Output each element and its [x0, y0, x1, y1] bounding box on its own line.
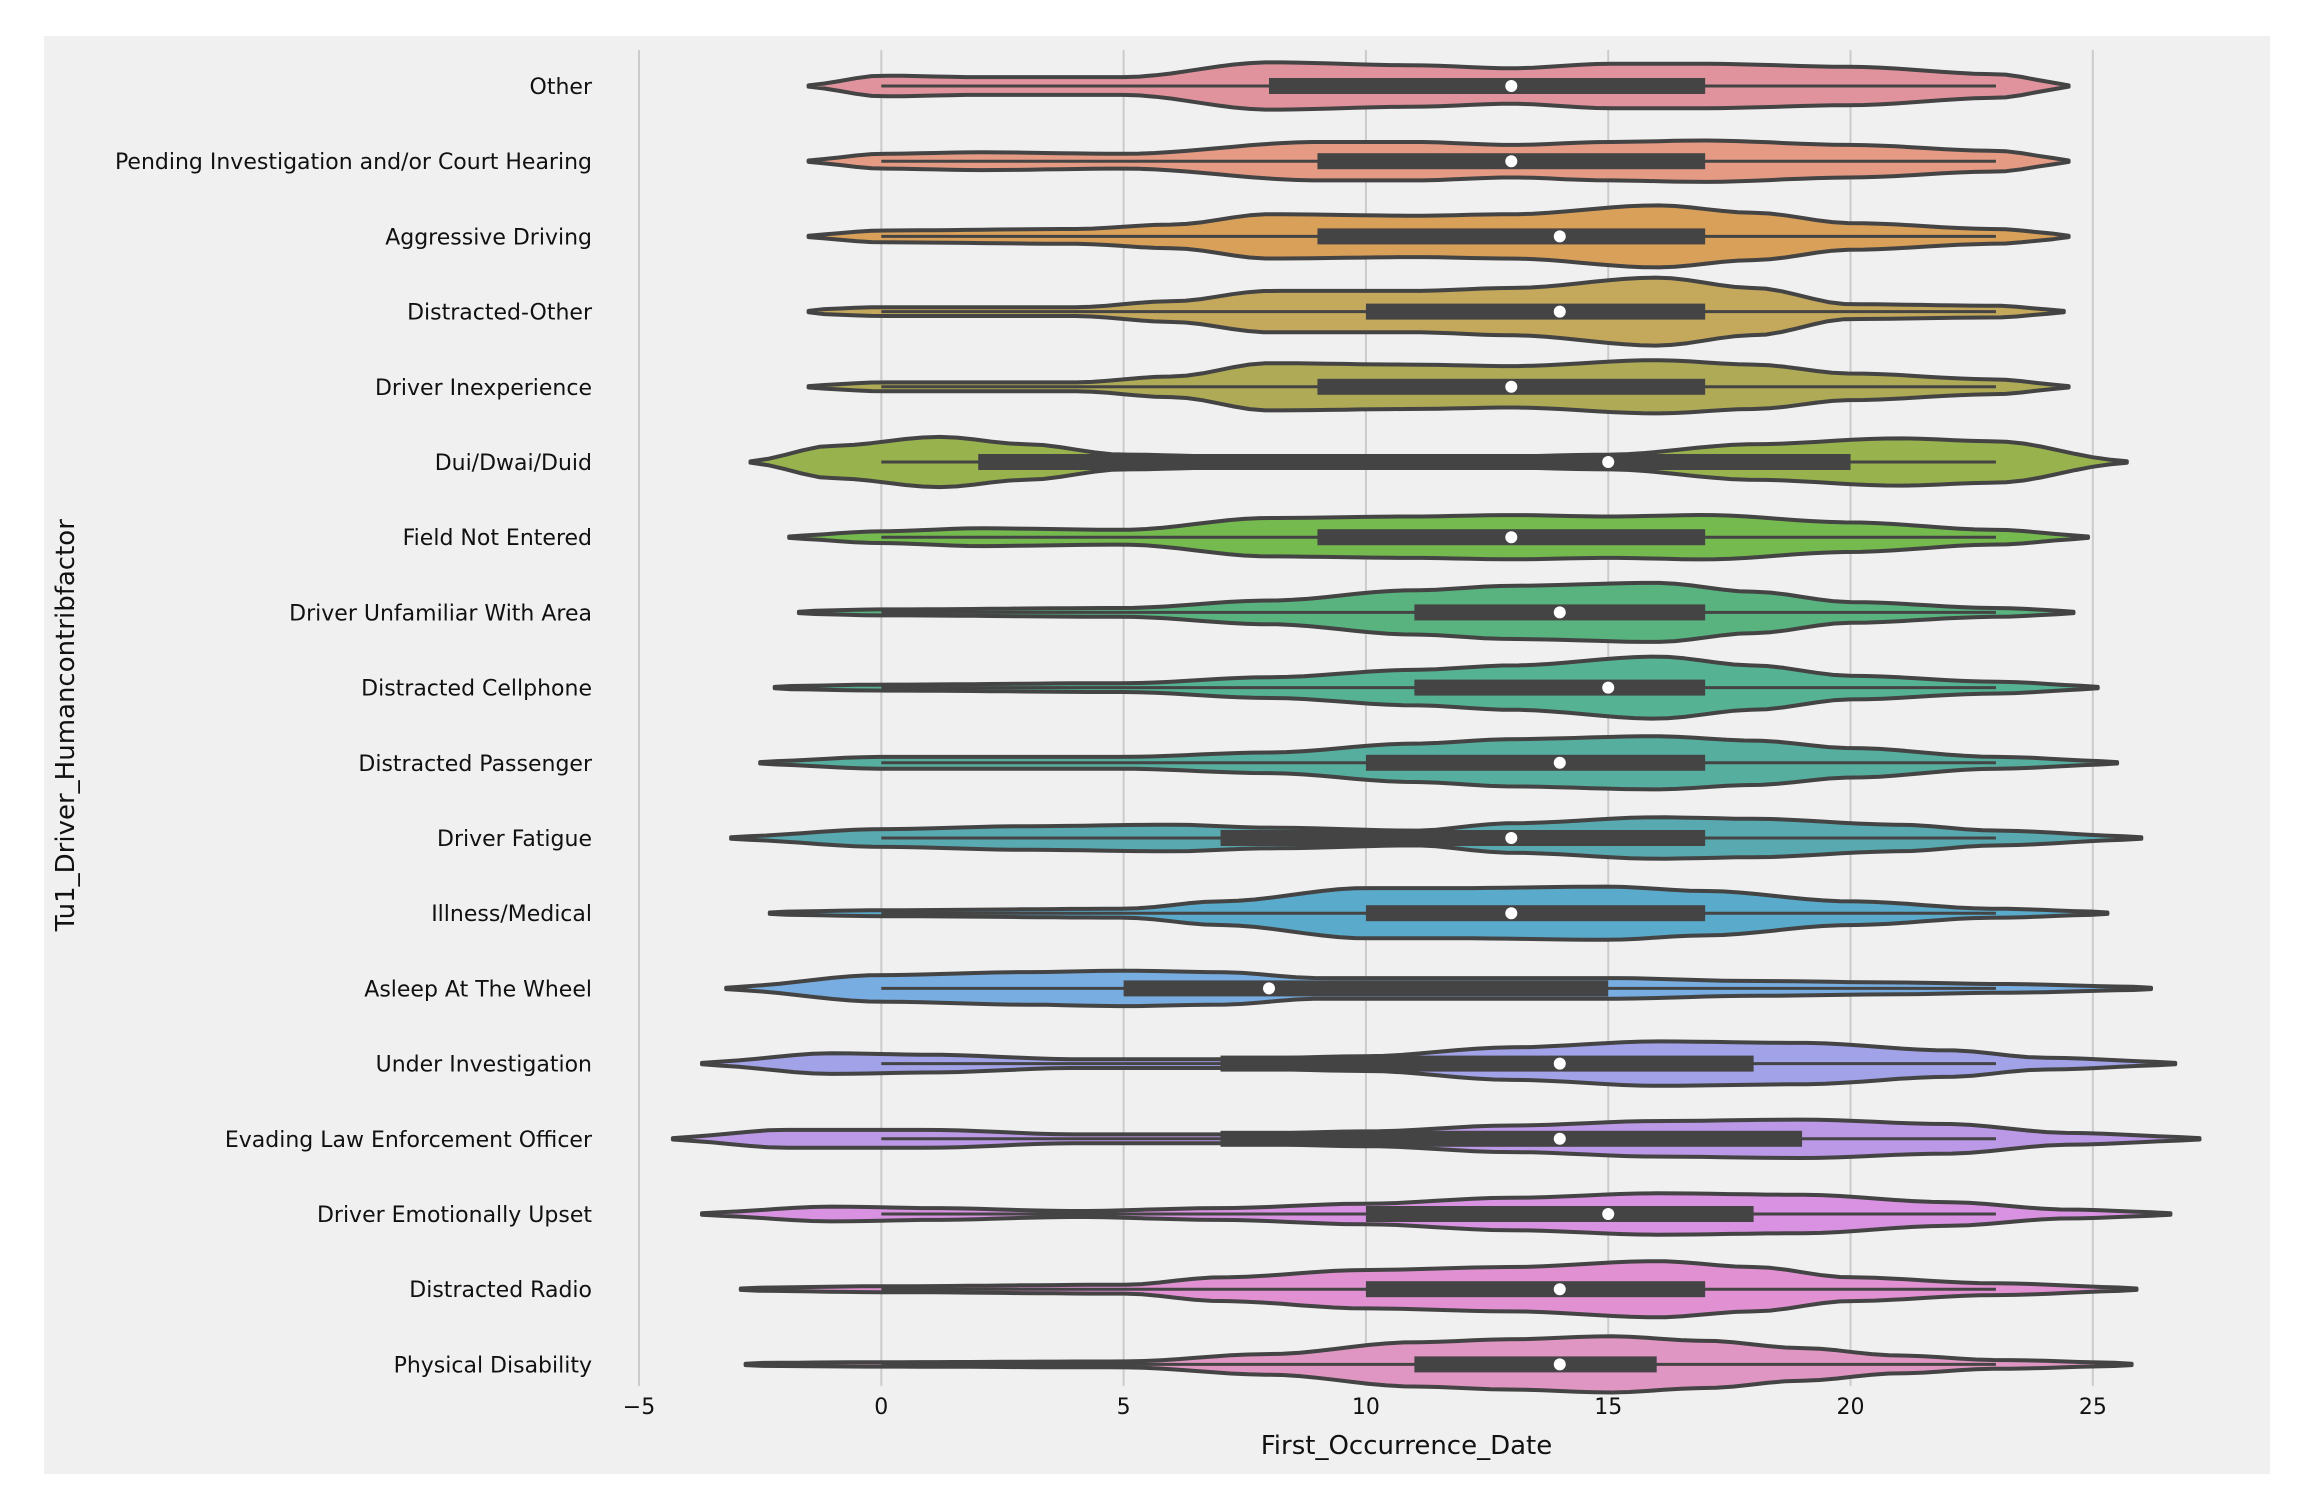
category-label: Dui/Dwai/Duid: [435, 451, 592, 476]
x-tick-labels: −5 0 5 10 15 20 25: [623, 1395, 2107, 1420]
x-tick-label: 25: [2079, 1395, 2107, 1420]
category-label: Distracted Radio: [409, 1278, 592, 1303]
category-label: Driver Emotionally Upset: [317, 1203, 592, 1228]
y-tick-labels: Other Pending Investigation and/or Court …: [115, 75, 593, 1378]
iqr-box-5: [978, 454, 1851, 470]
median-dot-4: [1505, 380, 1518, 393]
category-label: Aggressive Driving: [385, 225, 592, 250]
category-label: Field Not Entered: [403, 526, 592, 551]
median-dot-7: [1553, 606, 1566, 619]
category-label: Illness/Medical: [431, 902, 592, 927]
category-label: Physical Disability: [394, 1353, 592, 1378]
iqr-box-11: [1365, 905, 1706, 922]
median-dot-10: [1505, 832, 1518, 844]
violin-chart: Other Pending Investigation and/or Court …: [51, 50, 2202, 1461]
median-dot-14: [1553, 1132, 1566, 1145]
category-label: Distracted Passenger: [358, 752, 593, 777]
median-dot-8: [1602, 681, 1615, 694]
median-dot-11: [1505, 907, 1518, 920]
x-tick-label: 20: [1837, 1395, 1865, 1420]
iqr-box-2: [1317, 228, 1706, 245]
x-axis-title: First_Occurrence_Date: [1261, 1431, 1553, 1461]
iqr-box-3: [1365, 303, 1706, 320]
median-dot-6: [1505, 531, 1518, 544]
median-dot-9: [1553, 756, 1566, 769]
x-tick-label: −5: [623, 1395, 655, 1420]
category-label: Driver Fatigue: [437, 827, 592, 852]
iqr-box-10: [1220, 830, 1706, 846]
median-dot-1: [1505, 155, 1518, 168]
iqr-box-12: [1123, 980, 1609, 997]
median-dot-0: [1505, 80, 1518, 92]
chart-panel: Other Pending Investigation and/or Court …: [44, 36, 2270, 1474]
y-axis-title: Tu1_Driver_Humancontribfactor: [51, 519, 81, 933]
iqr-box-14: [1220, 1130, 1803, 1147]
median-dot-13: [1553, 1057, 1566, 1070]
iqr-box-13: [1220, 1055, 1754, 1072]
x-tick-label: 5: [1117, 1395, 1131, 1420]
median-dot-17: [1553, 1358, 1566, 1371]
x-tick-label: 10: [1352, 1395, 1380, 1420]
category-label: Other: [530, 75, 593, 100]
category-label: Driver Unfamiliar With Area: [289, 601, 592, 626]
category-label: Under Investigation: [376, 1053, 592, 1078]
violins: [670, 60, 2202, 1395]
category-label: Evading Law Enforcement Officer: [225, 1128, 593, 1153]
iqr-box-8: [1414, 679, 1706, 696]
category-label: Pending Investigation and/or Court Heari…: [115, 150, 592, 175]
median-dot-16: [1553, 1283, 1566, 1296]
median-dot-15: [1602, 1208, 1615, 1220]
median-dot-5: [1602, 456, 1615, 468]
median-dot-2: [1553, 230, 1566, 243]
category-label: Distracted Cellphone: [361, 677, 592, 702]
median-dot-3: [1553, 305, 1566, 318]
x-tick-label: 15: [1594, 1395, 1622, 1420]
category-label: Asleep At The Wheel: [364, 977, 592, 1002]
category-label: Driver Inexperience: [375, 376, 592, 401]
x-tick-label: 0: [874, 1395, 888, 1420]
box-plots: [881, 78, 1996, 1373]
category-label: Distracted-Other: [407, 301, 593, 326]
iqr-box-0: [1269, 78, 1706, 94]
iqr-box-16: [1365, 1281, 1706, 1298]
iqr-box-17: [1414, 1356, 1657, 1373]
median-dot-12: [1263, 982, 1275, 995]
iqr-box-9: [1365, 754, 1706, 771]
iqr-box-15: [1365, 1206, 1754, 1222]
